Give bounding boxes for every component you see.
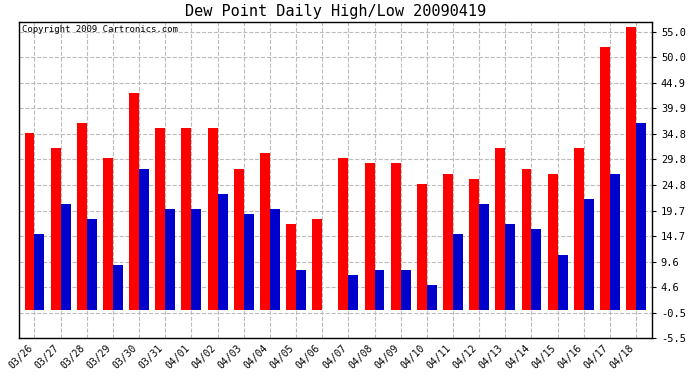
Bar [600,47,610,310]
Bar [77,123,87,310]
Bar [139,168,149,310]
Bar [479,204,489,310]
Bar [348,275,358,310]
Bar [50,148,61,310]
Bar [522,168,531,310]
Bar [636,123,646,310]
Bar [443,174,453,310]
Bar [296,270,306,310]
Bar [244,214,254,310]
Bar [286,224,296,310]
Bar [234,168,244,310]
Text: Copyright 2009 Cartronics.com: Copyright 2009 Cartronics.com [22,25,178,34]
Bar [165,209,175,310]
Bar [495,148,505,310]
Bar [270,209,280,310]
Bar [34,234,44,310]
Bar [558,255,568,310]
Title: Dew Point Daily High/Low 20090419: Dew Point Daily High/Low 20090419 [185,4,486,19]
Bar [217,194,228,310]
Bar [531,229,542,310]
Bar [401,270,411,310]
Bar [181,128,191,310]
Bar [87,219,97,310]
Bar [129,93,139,310]
Bar [338,158,348,310]
Bar [103,158,113,310]
Bar [391,164,401,310]
Bar [505,224,515,310]
Bar [469,178,479,310]
Bar [548,174,558,310]
Bar [453,234,463,310]
Bar [313,219,322,310]
Bar [584,199,593,310]
Bar [574,148,584,310]
Bar [61,204,70,310]
Bar [364,164,375,310]
Bar [113,265,123,310]
Bar [191,209,201,310]
Bar [208,128,217,310]
Bar [25,133,34,310]
Bar [417,184,427,310]
Bar [260,153,270,310]
Bar [610,174,620,310]
Bar [427,285,437,310]
Bar [375,270,384,310]
Bar [626,27,636,310]
Bar [155,128,165,310]
